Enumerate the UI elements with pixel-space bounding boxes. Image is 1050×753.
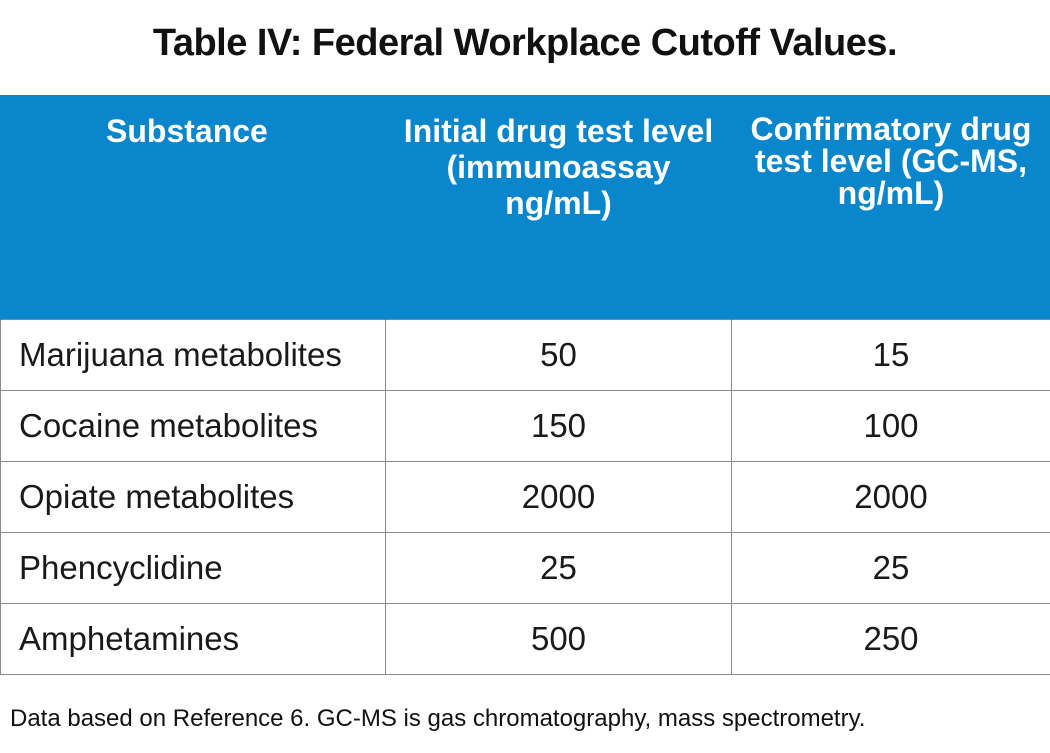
cell-initial-level: 50 (385, 318, 732, 391)
table-title: Table IV: Federal Workplace Cutoff Value… (152, 22, 898, 64)
cell-substance: Cocaine metabolites (0, 389, 386, 462)
cell-confirmatory-level: 100 (731, 389, 1050, 462)
cell-confirmatory-level: 15 (731, 318, 1050, 391)
table-row: Cocaine metabolites 150 100 (0, 389, 1050, 462)
cell-confirmatory-level: 25 (731, 531, 1050, 604)
cell-substance: Phencyclidine (0, 531, 386, 604)
cell-initial-level: 2000 (385, 460, 732, 533)
cell-substance: Marijuana metabolites (0, 318, 386, 391)
table-row: Amphetamines 500 250 (0, 602, 1050, 675)
table-row: Marijuana metabolites 50 15 (0, 318, 1050, 391)
cell-initial-level: 150 (385, 389, 732, 462)
cell-initial-level: 500 (385, 602, 732, 675)
column-header-initial-level: Initial drug test level (immunoassay ng/… (385, 95, 732, 319)
column-header-substance: Substance (0, 95, 386, 319)
table-header-row: Substance Initial drug test level (immun… (0, 95, 1050, 319)
table-row: Opiate metabolites 2000 2000 (0, 460, 1050, 533)
cell-initial-level: 25 (385, 531, 732, 604)
cell-substance: Opiate metabolites (0, 460, 386, 533)
cutoff-table: Substance Initial drug test level (immun… (0, 95, 1050, 675)
table-footnote: Data based on Reference 6. GC-MS is gas … (10, 705, 866, 732)
cell-substance: Amphetamines (0, 602, 386, 675)
cell-confirmatory-level: 2000 (731, 460, 1050, 533)
table-row: Phencyclidine 25 25 (0, 531, 1050, 604)
column-header-confirmatory-level: Confirmatory drug test level (GC-MS, ng/… (731, 95, 1050, 319)
cell-confirmatory-level: 250 (731, 602, 1050, 675)
